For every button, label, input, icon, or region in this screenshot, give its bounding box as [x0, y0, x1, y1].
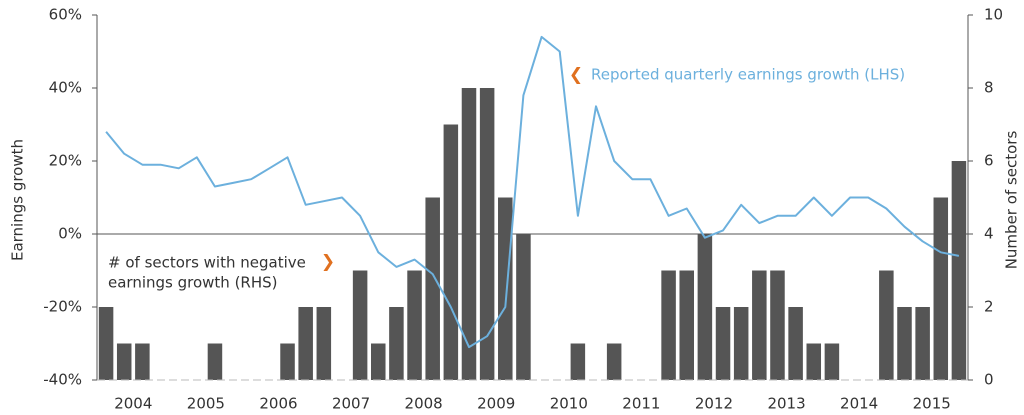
bar — [352, 270, 368, 380]
y2-axis-title: Number of sectors — [1003, 131, 1021, 270]
bar — [443, 124, 459, 380]
x-tick-label: 2008 — [405, 395, 443, 413]
bar — [407, 270, 422, 380]
bar — [425, 197, 440, 380]
y-tick-label: 40% — [49, 79, 82, 97]
chevron-right: ❯ — [321, 252, 335, 272]
bar — [933, 197, 949, 380]
x-tick-label: 2009 — [477, 395, 515, 413]
bar — [824, 343, 840, 380]
bar — [770, 270, 785, 380]
x-tick-label: 2005 — [187, 395, 225, 413]
bar — [389, 307, 404, 380]
y-tick-label: 0% — [58, 225, 82, 243]
x-tick-label: 2011 — [622, 395, 660, 413]
x-tick-label: 2013 — [767, 395, 805, 413]
bar — [606, 343, 622, 380]
y-tick-label: -40% — [43, 371, 82, 389]
bar — [298, 307, 313, 380]
bar — [715, 307, 731, 380]
chevron-left: ❮ — [569, 65, 583, 85]
bar — [570, 343, 586, 380]
bar — [516, 234, 531, 380]
bar — [280, 343, 295, 380]
bar — [98, 307, 114, 380]
x-tick-label: 2012 — [695, 395, 733, 413]
line — [105, 35, 960, 349]
bar — [316, 307, 332, 380]
series-label: earnings growth (RHS) — [108, 274, 278, 292]
bar — [733, 307, 749, 380]
y-tick-label: -20% — [43, 298, 82, 316]
bar — [498, 197, 513, 380]
bar — [951, 161, 967, 380]
x-tick-label: 2007 — [332, 395, 370, 413]
x-tick-label: 2015 — [913, 395, 951, 413]
x-tick-label: 2006 — [259, 395, 297, 413]
x-tick-label: 2010 — [550, 395, 588, 413]
y2-tick-label: 6 — [984, 152, 994, 170]
bar — [679, 270, 694, 380]
series-label: Reported quarterly earnings growth (LHS) — [591, 66, 905, 84]
y2-tick-label: 4 — [984, 225, 994, 243]
y-tick-label: 60% — [49, 6, 82, 24]
bar — [897, 307, 912, 380]
y2-tick-label: 10 — [984, 6, 1003, 24]
y-tick-label: 20% — [49, 152, 82, 170]
bar — [806, 343, 822, 380]
bar — [207, 343, 223, 380]
bar — [879, 270, 894, 380]
y2-tick-label: 8 — [984, 79, 994, 97]
y-axis-title: Earnings growth — [9, 139, 27, 261]
bar — [116, 343, 132, 380]
bar — [788, 307, 803, 380]
bar — [752, 270, 767, 380]
bar — [661, 270, 676, 380]
series-label: # of sectors with negative — [108, 254, 306, 272]
bar — [915, 307, 930, 380]
x-tick-label: 2014 — [840, 395, 878, 413]
bar — [135, 343, 150, 380]
bar — [371, 343, 386, 380]
bar — [697, 234, 713, 380]
y2-tick-label: 2 — [984, 298, 994, 316]
x-tick-label: 2004 — [114, 395, 152, 413]
y2-tick-label: 0 — [984, 371, 994, 389]
